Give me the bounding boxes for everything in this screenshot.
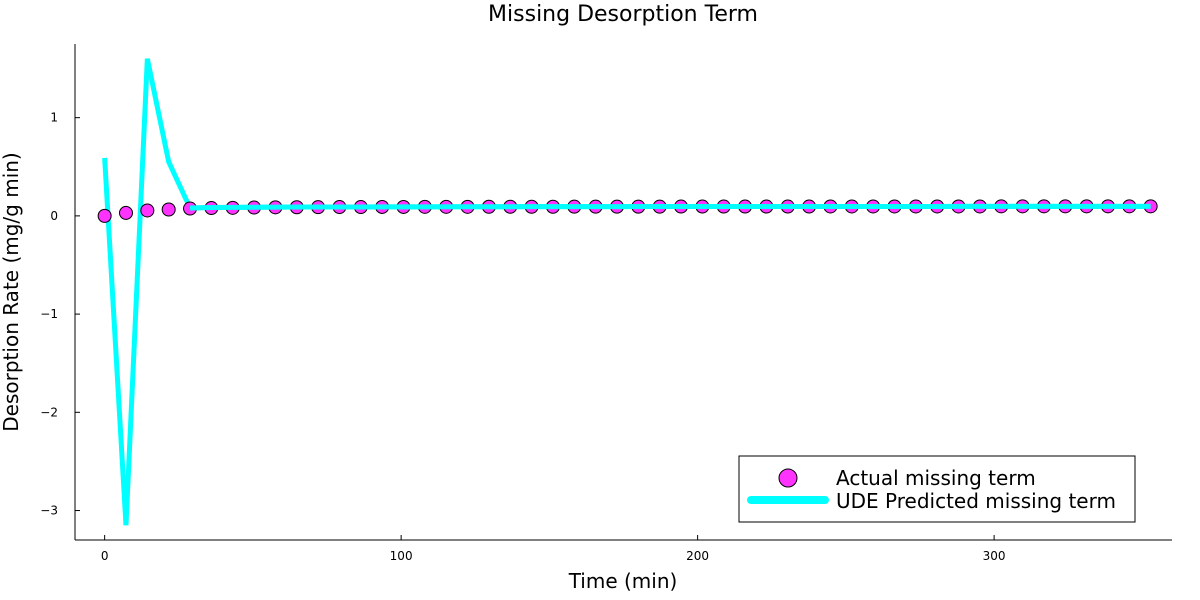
legend-box bbox=[738, 455, 1136, 523]
y-tick-label: −1 bbox=[40, 307, 58, 321]
x-tick-label: 200 bbox=[686, 549, 709, 563]
ude-predicted-line-series bbox=[102, 58, 1151, 526]
y-tick-label: −2 bbox=[40, 405, 58, 419]
actual-data-point bbox=[118, 205, 133, 220]
axes bbox=[74, 44, 1172, 541]
legend: Actual missing term UDE Predicted missin… bbox=[738, 455, 1136, 523]
x-tick-label: 300 bbox=[983, 549, 1006, 563]
y-axis-label: Desorption Rate (mg/g min) bbox=[0, 152, 23, 431]
ude-predicted-line-overlay bbox=[189, 203, 1151, 211]
y-ticks: −3 −2 −1 0 1 bbox=[40, 111, 80, 518]
legend-label-ude: UDE Predicted missing term bbox=[836, 489, 1116, 513]
x-axis-label: Time (min) bbox=[568, 569, 678, 593]
x-ticks: 0 100 200 300 bbox=[101, 535, 1006, 563]
actual-missing-term-series bbox=[97, 199, 1158, 223]
y-tick-label: 1 bbox=[50, 111, 58, 125]
legend-marker-actual bbox=[778, 468, 798, 488]
x-tick-label: 100 bbox=[390, 549, 413, 563]
y-tick-label: 0 bbox=[50, 209, 58, 223]
legend-label-actual: Actual missing term bbox=[836, 466, 1036, 490]
actual-data-point bbox=[161, 202, 176, 217]
chart-title: Missing Desorption Term bbox=[488, 2, 758, 27]
actual-data-point bbox=[140, 203, 155, 218]
actual-data-point bbox=[97, 208, 112, 223]
x-tick-label: 0 bbox=[101, 549, 109, 563]
ude-predicted-line bbox=[102, 58, 1151, 526]
y-tick-label: −3 bbox=[40, 504, 58, 518]
